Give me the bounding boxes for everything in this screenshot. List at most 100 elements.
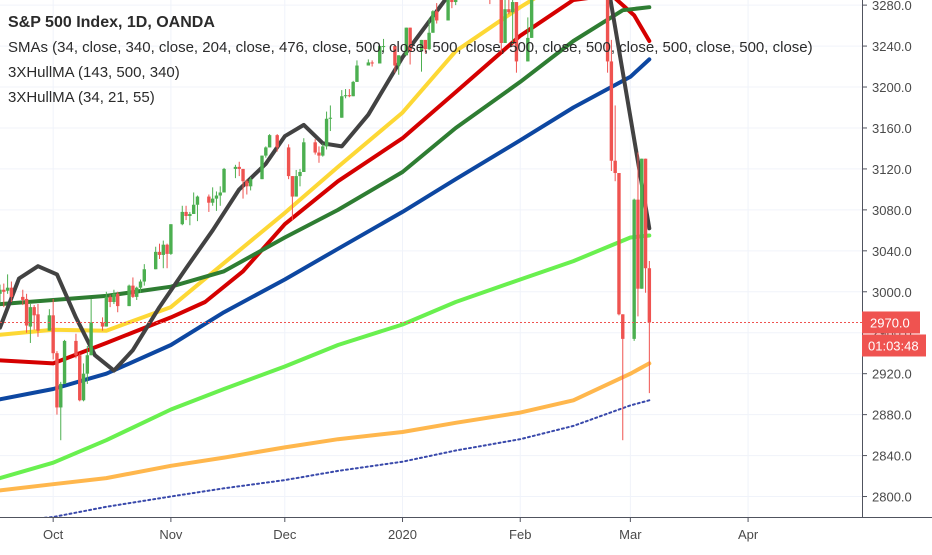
- candle-body: [617, 173, 621, 315]
- time-tick-label: 2020: [388, 527, 417, 542]
- candle-body: [127, 285, 131, 307]
- candle-body: [222, 168, 226, 193]
- indicator-line: [0, 361, 652, 493]
- candle-body: [370, 62, 374, 64]
- candle: [381, 38, 386, 53]
- candle: [621, 314, 625, 441]
- candle: [24, 293, 29, 333]
- candle: [180, 205, 184, 226]
- candle-body: [393, 46, 397, 66]
- candle: [605, 0, 610, 73]
- candle: [184, 205, 188, 221]
- candle: [427, 18, 431, 51]
- candle: [210, 187, 215, 206]
- candle: [636, 152, 640, 317]
- candle: [408, 27, 412, 65]
- price-tick-label: 2920.0: [872, 367, 912, 382]
- candle-body: [632, 199, 636, 339]
- candle: [195, 195, 200, 222]
- candle-body: [423, 39, 428, 50]
- candle: [161, 240, 165, 269]
- candle: [165, 243, 169, 269]
- candles: [0, 0, 652, 441]
- candle: [135, 286, 139, 300]
- candle-body: [131, 285, 135, 297]
- candle: [47, 309, 52, 331]
- candle-body: [5, 287, 10, 291]
- candle-body: [153, 251, 158, 270]
- candle: [116, 291, 120, 313]
- candle: [112, 289, 116, 305]
- candle: [28, 303, 33, 343]
- candle: [241, 168, 245, 199]
- candle-body: [24, 298, 29, 326]
- candle-body: [233, 166, 238, 169]
- candle-body: [135, 287, 139, 297]
- candle-body: [74, 340, 78, 356]
- candle-body: [245, 181, 249, 187]
- candle-body: [157, 251, 162, 255]
- price-tick-label: 2880.0: [872, 408, 912, 423]
- candle: [0, 284, 2, 303]
- candle-body: [264, 147, 268, 156]
- candle-body: [621, 314, 625, 339]
- candle-body: [9, 287, 14, 297]
- time-tick-label: Mar: [619, 527, 642, 542]
- candle-body: [290, 176, 295, 197]
- candle: [434, 3, 439, 24]
- candle: [218, 186, 222, 206]
- candle-body: [28, 307, 33, 327]
- candle: [21, 289, 25, 306]
- time-tick-label: Apr: [738, 527, 759, 542]
- candle: [347, 89, 352, 98]
- candle: [286, 144, 291, 180]
- candle-body: [294, 176, 298, 197]
- candle-body: [210, 198, 215, 203]
- indicator-line: [0, 57, 652, 402]
- candle-body: [613, 160, 617, 174]
- candle: [5, 274, 10, 294]
- candle-body: [108, 296, 112, 303]
- candle: [298, 168, 302, 187]
- candle: [450, 0, 454, 9]
- candle: [78, 353, 82, 402]
- candle: [191, 192, 196, 214]
- candle: [275, 134, 279, 152]
- candle-body: [431, 11, 435, 33]
- countdown-label: 01:03:48: [868, 338, 919, 353]
- candle-body: [218, 192, 222, 196]
- candle: [59, 381, 63, 441]
- candle: [431, 10, 435, 33]
- candle-body: [112, 293, 116, 303]
- candle: [609, 39, 614, 171]
- candle: [138, 279, 143, 293]
- candle: [89, 298, 93, 356]
- candle: [214, 191, 219, 211]
- candle: [507, 0, 511, 15]
- candle: [260, 155, 264, 180]
- candle: [351, 80, 355, 97]
- candle-body: [340, 96, 344, 118]
- candle-body: [59, 383, 63, 408]
- candle: [317, 146, 321, 163]
- candle: [640, 158, 644, 289]
- indicator-line: [0, 233, 652, 481]
- candle-body: [195, 196, 200, 205]
- candle: [267, 134, 272, 148]
- indicator-line: [0, 0, 536, 337]
- candle-body: [640, 158, 644, 289]
- candle: [503, 0, 507, 43]
- candle: [2, 283, 6, 308]
- candle: [55, 351, 59, 415]
- candle: [153, 246, 158, 270]
- candle: [131, 277, 135, 298]
- candle: [108, 294, 112, 308]
- price-tick-label: 2800.0: [872, 490, 912, 505]
- candle: [302, 138, 306, 172]
- candle-body: [343, 95, 348, 97]
- candle-body: [404, 27, 409, 56]
- candle: [142, 264, 146, 286]
- candle-body: [104, 296, 109, 327]
